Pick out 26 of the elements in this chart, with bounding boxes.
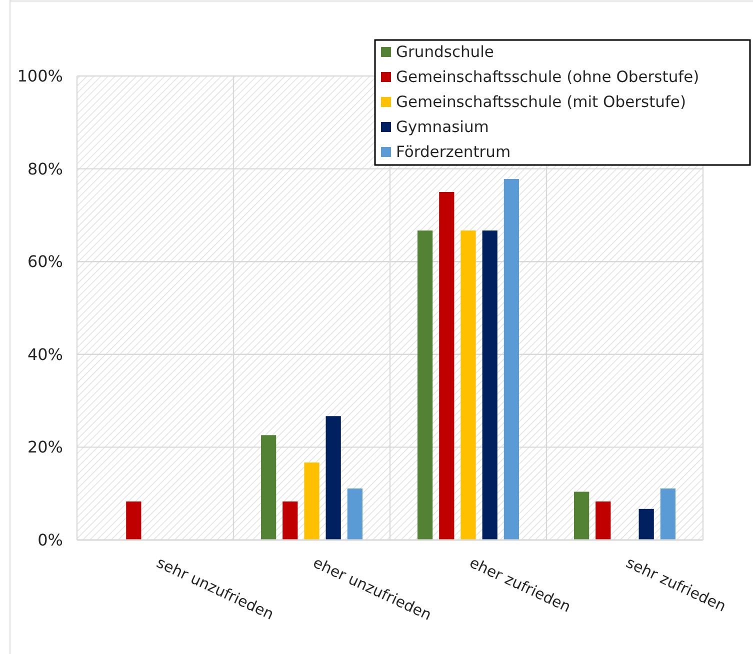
bar [282,501,298,540]
bar [596,501,611,540]
legend-label: Gymnasium [396,118,489,136]
bar [460,230,476,540]
y-tick-label: 20% [27,438,63,457]
bar [326,416,341,540]
bar [417,230,433,540]
bar [660,488,676,540]
bar [439,192,454,540]
legend-label: Gemeinschaftsschule (mit Oberstufe) [396,93,686,111]
y-tick-label: 80% [27,159,63,178]
bar [638,508,654,540]
y-tick-label: 0% [38,530,63,550]
bar [504,179,520,540]
bar [304,462,320,540]
bar [482,230,498,540]
legend-label: Förderzentrum [396,143,511,161]
bar [126,501,142,540]
legend-label: Gemeinschaftsschule (ohne Oberstufe) [396,68,700,86]
bar [260,435,276,540]
y-tick-label: 100% [17,66,63,86]
bar [574,492,590,540]
bar [347,488,363,540]
y-tick-label: 60% [27,252,63,272]
y-tick-label: 40% [27,344,63,364]
legend-label: Grundschule [396,43,494,61]
